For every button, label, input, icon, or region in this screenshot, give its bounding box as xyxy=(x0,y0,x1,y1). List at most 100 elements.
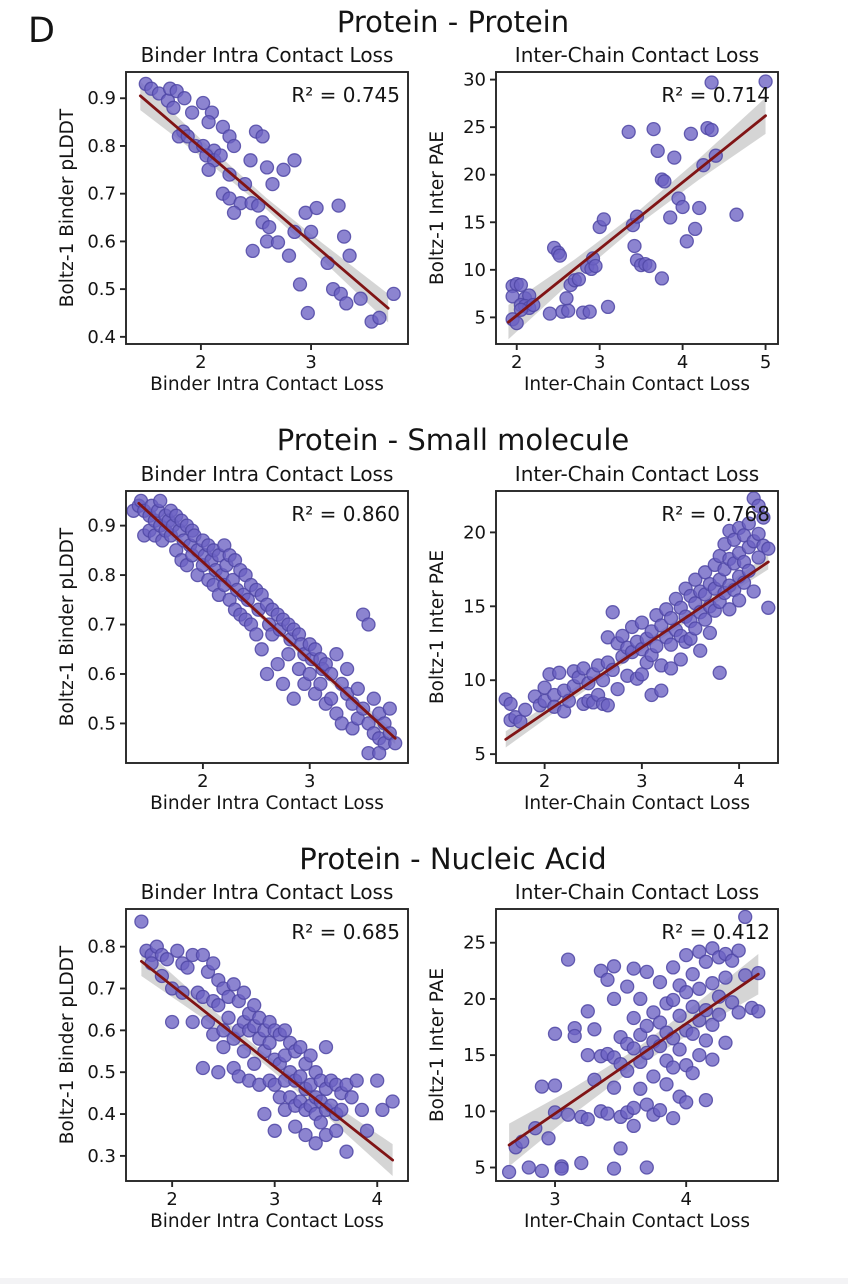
scatter-point xyxy=(354,1102,370,1117)
scatter-point xyxy=(711,1007,727,1022)
scatter-point xyxy=(302,666,317,681)
scatter-point xyxy=(663,610,679,625)
scatter-point xyxy=(626,1040,641,1056)
subplot-title: Inter-Chain Contact Loss xyxy=(515,465,759,486)
scatter-point xyxy=(567,1028,582,1043)
scatter-point xyxy=(639,1160,654,1175)
scatter-point xyxy=(201,115,216,130)
y-axis-label: Boltz-1 Inter PAE xyxy=(428,549,448,703)
scatter-point xyxy=(518,702,533,717)
scatter-point xyxy=(731,943,746,958)
subplot-title: Binder Intra Contact Loss xyxy=(141,883,394,904)
scatter-point xyxy=(213,148,228,163)
scatter-point xyxy=(320,255,335,271)
scatter-point xyxy=(571,272,587,287)
x-axis-label: Binder Intra Contact Loss xyxy=(150,793,384,814)
scatter-point xyxy=(600,1106,615,1121)
x-tick-label: 3 xyxy=(304,771,315,792)
x-axis-label: Binder Intra Contact Loss xyxy=(150,374,384,395)
y-tick-label: 0.7 xyxy=(87,978,116,999)
subplot-title: Binder Intra Contact Loss xyxy=(141,46,394,67)
scatter-plot-pna-inter-chain: 3 4 5 10 15 20 25 Inter-Chain Contact Loss Inter… xyxy=(428,883,779,1232)
scatter-point xyxy=(627,239,642,254)
scatter-point xyxy=(334,1102,349,1117)
scatter-point xyxy=(534,1163,550,1178)
scatter-point xyxy=(541,1130,556,1146)
x-tick-label: 4 xyxy=(372,1189,383,1210)
scatter-point xyxy=(751,1003,766,1019)
scatter-point xyxy=(580,1047,595,1063)
scatter-point xyxy=(718,1035,733,1050)
scatter-point xyxy=(659,1076,674,1092)
scatter-point xyxy=(649,638,664,653)
scatter-point xyxy=(633,991,648,1006)
y-tick-label: 0.9 xyxy=(87,515,116,536)
scatter-point xyxy=(255,129,270,144)
section-protein-nucleic-acid: Protein - Nucleic Acid 2 3 4 0.3 0.4 0.5 0.6 0.… xyxy=(0,841,848,1235)
scatter-point xyxy=(633,1081,648,1096)
section-protein-small-molecule: Protein - Small molecule 2 3 0.5 0.6 0.7 0.8 0… xyxy=(0,422,848,816)
x-tick-label: 2 xyxy=(539,771,550,792)
subplot-title: Binder Intra Contact Loss xyxy=(141,465,394,486)
figure-panel: Protein - Protein 2 3 0.4 0.5 0.6 0.7 0.8 0.9 Bi… xyxy=(0,4,848,1235)
scatter-point xyxy=(318,1039,334,1055)
scatter-point xyxy=(195,96,211,111)
scatter-point xyxy=(693,643,708,658)
scatter-point xyxy=(639,964,654,979)
scatter-point xyxy=(344,1089,359,1105)
plot-frame xyxy=(495,71,779,346)
scatter-point xyxy=(698,1092,714,1108)
scatter-point xyxy=(596,212,611,227)
scatter-point xyxy=(323,691,339,706)
scatter-point xyxy=(521,1160,536,1175)
y-tick-label: 15 xyxy=(463,596,486,617)
y-tick-label: 0.5 xyxy=(87,1062,116,1083)
scatter-point xyxy=(626,1100,641,1115)
scatter-point xyxy=(731,592,747,608)
scatter-point xyxy=(276,162,291,178)
scatter-point xyxy=(353,291,368,307)
scatter-point xyxy=(245,243,260,259)
scatter-point xyxy=(309,201,324,216)
scatter-point xyxy=(372,745,387,760)
scatter-point xyxy=(339,296,354,311)
scatter-point xyxy=(605,604,620,619)
scatter-point xyxy=(652,1015,668,1030)
scatter-point xyxy=(288,1119,303,1134)
scatter-point xyxy=(679,947,694,962)
x-tick-label: 5 xyxy=(760,352,771,373)
scatter-point xyxy=(685,999,700,1014)
plot-frame xyxy=(495,489,779,764)
scatter-point xyxy=(600,697,615,712)
plot-row-protein-nucleic-acid: 2 3 4 0.3 0.4 0.5 0.6 0.7 0.8 Binder Intra Contac… xyxy=(0,883,848,1235)
x-tick-label: 2 xyxy=(166,1189,177,1210)
scatter-point xyxy=(236,1043,252,1059)
scatter-point xyxy=(254,641,269,656)
scatter-point xyxy=(259,160,275,175)
y-tick-label: 0.8 xyxy=(87,136,116,157)
scatter-point xyxy=(688,572,703,587)
scatter-point xyxy=(206,956,221,971)
scatter-point xyxy=(503,696,518,711)
y-axis-label: Boltz-1 Binder pLDDT xyxy=(58,527,78,726)
scatter-point xyxy=(547,1078,563,1093)
x-tick-label: 3 xyxy=(636,771,647,792)
scatter-point xyxy=(756,509,771,525)
scatter-point xyxy=(642,259,657,274)
scatter-point xyxy=(298,1127,313,1142)
scatter-point xyxy=(293,1068,308,1084)
scatter-point xyxy=(262,220,277,235)
y-tick-label: 10 xyxy=(463,670,486,691)
y-tick-label: 0.6 xyxy=(87,232,116,253)
scatter-point xyxy=(665,992,681,1007)
r-squared-annotation: R² = 0.412 xyxy=(661,920,770,944)
scatter-point xyxy=(606,958,622,974)
scatter-point xyxy=(692,201,707,216)
scatter-point xyxy=(626,961,641,976)
scatter-point xyxy=(386,286,401,302)
scatter-point xyxy=(277,1022,293,1038)
plot-frame xyxy=(125,907,409,1182)
scatter-point xyxy=(679,984,694,1000)
scatter-point xyxy=(615,628,630,643)
scatter-point xyxy=(672,1042,687,1057)
